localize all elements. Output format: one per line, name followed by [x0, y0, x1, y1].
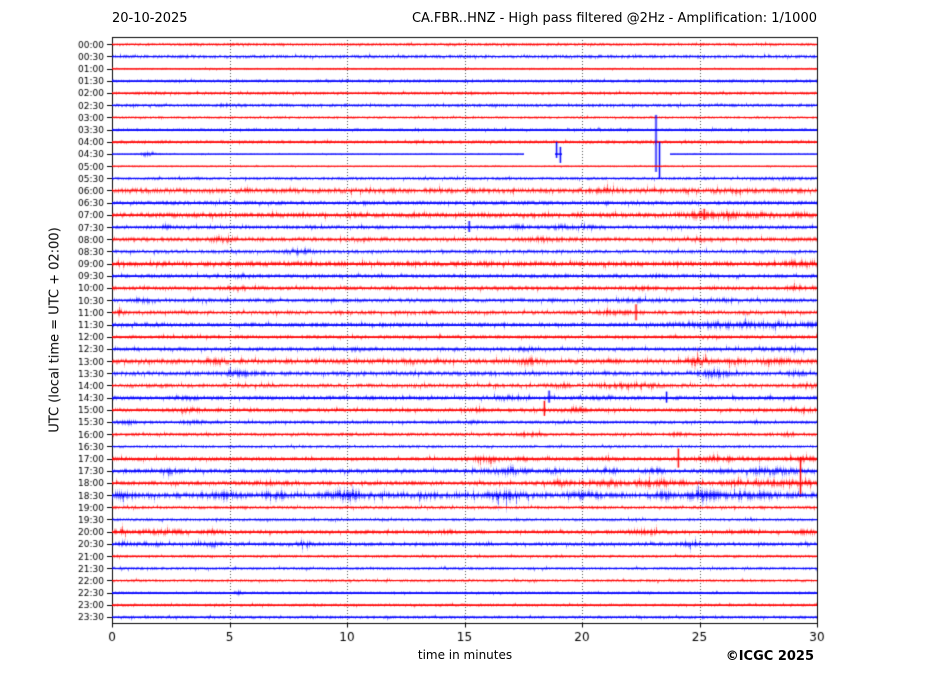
date-label: 20-10-2025	[112, 11, 188, 26]
page-title: CA.FBR..HNZ - High pass filtered @2Hz - …	[411, 11, 817, 26]
copyright-label: ©ICGC 2025	[725, 649, 814, 664]
y-axis-label: UTC (local time = UTC + 02:00)	[47, 227, 63, 433]
x-axis-label: time in minutes	[417, 648, 513, 662]
